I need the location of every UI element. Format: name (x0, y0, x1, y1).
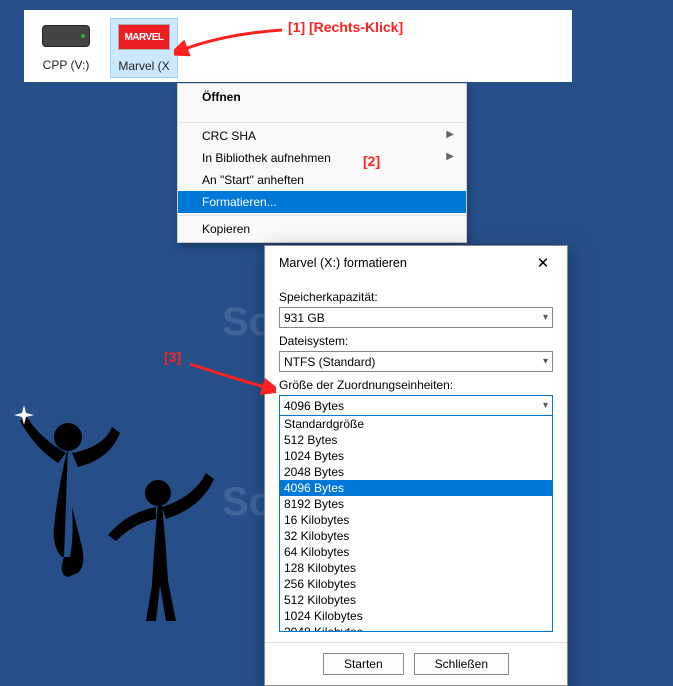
capacity-label: Speicherkapazität: (279, 290, 553, 304)
chevron-down-icon: ▾ (543, 356, 548, 367)
chevron-right-icon: ▶ (446, 129, 454, 140)
annotation-3: [3] (164, 349, 181, 365)
drive-label: Marvel (X (111, 59, 177, 73)
menu-truncated[interactable] (178, 108, 466, 120)
context-menu: Öffnen CRC SHA▶ In Bibliothek aufnehmen▶… (177, 83, 467, 243)
alloc-option[interactable]: 512 Kilobytes (280, 592, 552, 608)
arrow-icon (186, 360, 276, 400)
drive-label: CPP (V:) (32, 58, 100, 72)
filesystem-label: Dateisystem: (279, 334, 553, 348)
menu-library[interactable]: In Bibliothek aufnehmen▶ (178, 147, 466, 169)
drive-item-marvel[interactable]: MARVEL Marvel (X (110, 18, 178, 78)
format-dialog: Marvel (X:) formatieren ✕ Speicherkapazi… (264, 245, 568, 686)
alloc-option[interactable]: 128 Kilobytes (280, 560, 552, 576)
filesystem-select[interactable]: NTFS (Standard)▾ (279, 351, 553, 372)
drive-item-cpp[interactable]: CPP (V:) (32, 18, 100, 78)
chevron-right-icon: ▶ (446, 151, 454, 162)
marvel-icon: MARVEL (118, 24, 170, 50)
chevron-down-icon: ▾ (543, 312, 548, 323)
alloc-option[interactable]: 8192 Bytes (280, 496, 552, 512)
menu-open[interactable]: Öffnen (178, 86, 466, 108)
explorer-pane: CPP (V:) MARVEL Marvel (X (24, 10, 572, 82)
alloc-option[interactable]: 2048 Kilobytes (280, 624, 552, 632)
menu-pin-start[interactable]: An "Start" anheften (178, 169, 466, 191)
capacity-select[interactable]: 931 GB▾ (279, 307, 553, 328)
dialog-title: Marvel (X:) formatieren (279, 256, 407, 270)
alloc-label: Größe der Zuordnungseinheiten: (279, 378, 553, 392)
disk-icon (42, 25, 90, 47)
alloc-option[interactable]: 512 Bytes (280, 432, 552, 448)
menu-format[interactable]: Formatieren... (178, 191, 466, 213)
chevron-down-icon: ▾ (543, 400, 548, 411)
menu-copy[interactable]: Kopieren (178, 218, 466, 240)
alloc-option[interactable]: 4096 Bytes (280, 480, 552, 496)
alloc-option[interactable]: 1024 Bytes (280, 448, 552, 464)
alloc-option[interactable]: 64 Kilobytes (280, 544, 552, 560)
alloc-options-list[interactable]: Standardgröße512 Bytes1024 Bytes2048 Byt… (279, 416, 553, 632)
alloc-option[interactable]: 32 Kilobytes (280, 528, 552, 544)
alloc-option[interactable]: Standardgröße (280, 416, 552, 432)
start-button[interactable]: Starten (323, 653, 404, 675)
close-dialog-button[interactable]: Schließen (414, 653, 509, 675)
alloc-option[interactable]: 1024 Kilobytes (280, 608, 552, 624)
alloc-select[interactable]: 4096 Bytes▾ (279, 395, 553, 416)
alloc-option[interactable]: 256 Kilobytes (280, 576, 552, 592)
alloc-option[interactable]: 16 Kilobytes (280, 512, 552, 528)
silhouette-art (8, 397, 238, 627)
alloc-option[interactable]: 2048 Bytes (280, 464, 552, 480)
menu-crc-sha[interactable]: CRC SHA▶ (178, 125, 466, 147)
close-button[interactable]: ✕ (529, 254, 557, 272)
